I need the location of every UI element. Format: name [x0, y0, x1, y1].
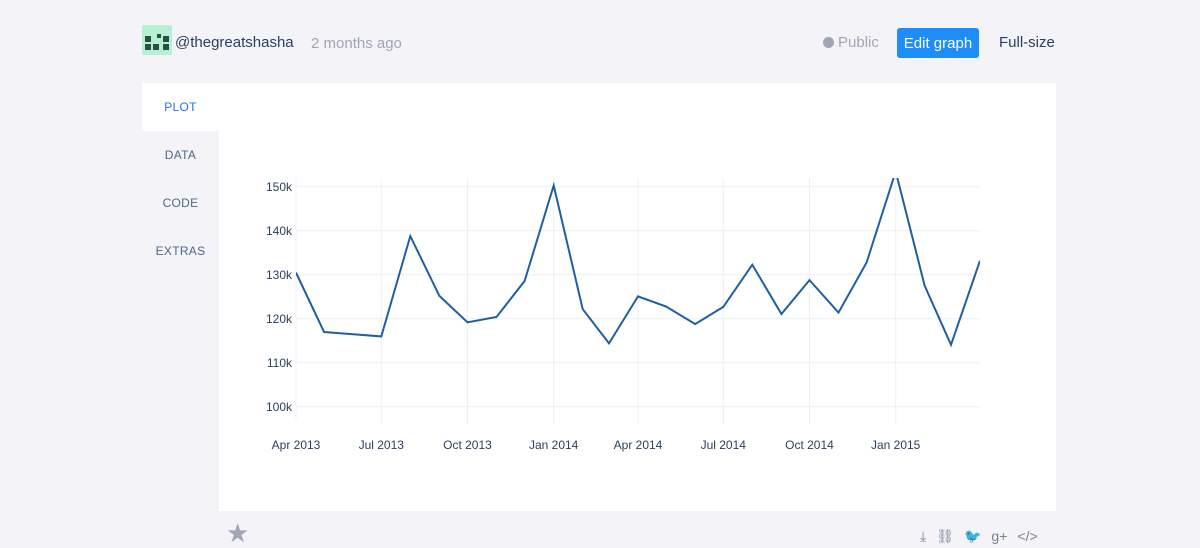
tab-code[interactable]: CODE [162, 196, 199, 210]
username-link[interactable]: @thegreatshasha [175, 34, 294, 51]
google-plus-icon[interactable]: g+ [991, 528, 1008, 544]
y-tick-label: 150k [266, 180, 293, 194]
x-tick-label: Jan 2014 [529, 438, 579, 452]
y-tick-label: 120k [266, 312, 293, 326]
star-icon[interactable]: ★ [226, 518, 250, 548]
x-tick-label: Jan 2015 [871, 438, 921, 452]
y-tick-label: 130k [266, 268, 293, 282]
embed-icon[interactable]: </> [1017, 528, 1038, 544]
tab-plot[interactable]: PLOT [142, 83, 219, 131]
x-tick-label: Jul 2014 [701, 438, 747, 452]
full-size-link[interactable]: Full-size [999, 34, 1055, 51]
visibility-status[interactable]: Public [823, 34, 879, 51]
y-tick-label: 110k [267, 356, 293, 370]
view-tabs: PLOT DATA CODE EXTRAS [142, 83, 219, 275]
y-tick-label: 100k [266, 400, 293, 414]
x-tick-label: Oct 2013 [443, 438, 492, 452]
avatar[interactable] [142, 25, 172, 55]
graph-header: @thegreatshasha 2 months ago Public Edit… [142, 22, 1056, 64]
download-icon[interactable]: ⤓ [920, 528, 927, 544]
timestamp: 2 months ago [311, 35, 402, 52]
tab-data[interactable]: DATA [164, 148, 197, 162]
plot-panel-top [142, 83, 1056, 131]
link-icon[interactable]: ⛓ [936, 528, 954, 544]
share-icons: ⤓ ⛓ 🐦 g+ </> [920, 528, 1038, 545]
x-tick-label: Apr 2014 [614, 438, 663, 452]
twitter-icon[interactable]: 🐦 [963, 528, 982, 544]
edit-graph-button[interactable]: Edit graph [897, 28, 979, 58]
x-tick-label: Jul 2013 [359, 438, 405, 452]
y-tick-label: 140k [266, 224, 293, 238]
series-line[interactable] [296, 171, 980, 348]
globe-icon [823, 37, 834, 48]
tab-extras[interactable]: EXTRAS [155, 244, 206, 258]
visibility-label: Public [838, 34, 879, 51]
x-tick-label: Oct 2014 [785, 438, 834, 452]
x-tick-label: Apr 2013 [272, 438, 321, 452]
